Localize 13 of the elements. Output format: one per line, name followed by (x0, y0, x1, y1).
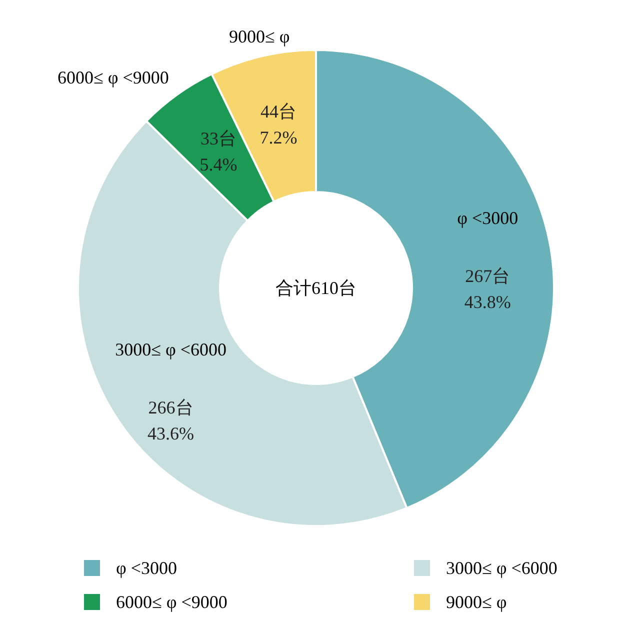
slice-label: 6000≤ φ <9000 (58, 67, 169, 88)
legend-label: 9000≤ φ (446, 592, 507, 612)
slice-label: 3000≤ φ <6000 (115, 340, 227, 360)
legend-label: 6000≤ φ <9000 (116, 592, 228, 612)
slice-label: φ <3000 (457, 208, 518, 228)
data-label: 266台 43.6% (148, 398, 194, 444)
legend-label: φ <3000 (116, 558, 178, 578)
data-label: 33台 5.4% (200, 128, 238, 174)
text: 合计610台 (276, 278, 356, 298)
data-label: 267台 43.8% (464, 266, 511, 312)
slice-label: 9000≤ φ (228, 26, 290, 46)
legend-label: 3000≤ φ <6000 (446, 558, 558, 578)
data-label: 44台 7.2% (260, 101, 298, 148)
